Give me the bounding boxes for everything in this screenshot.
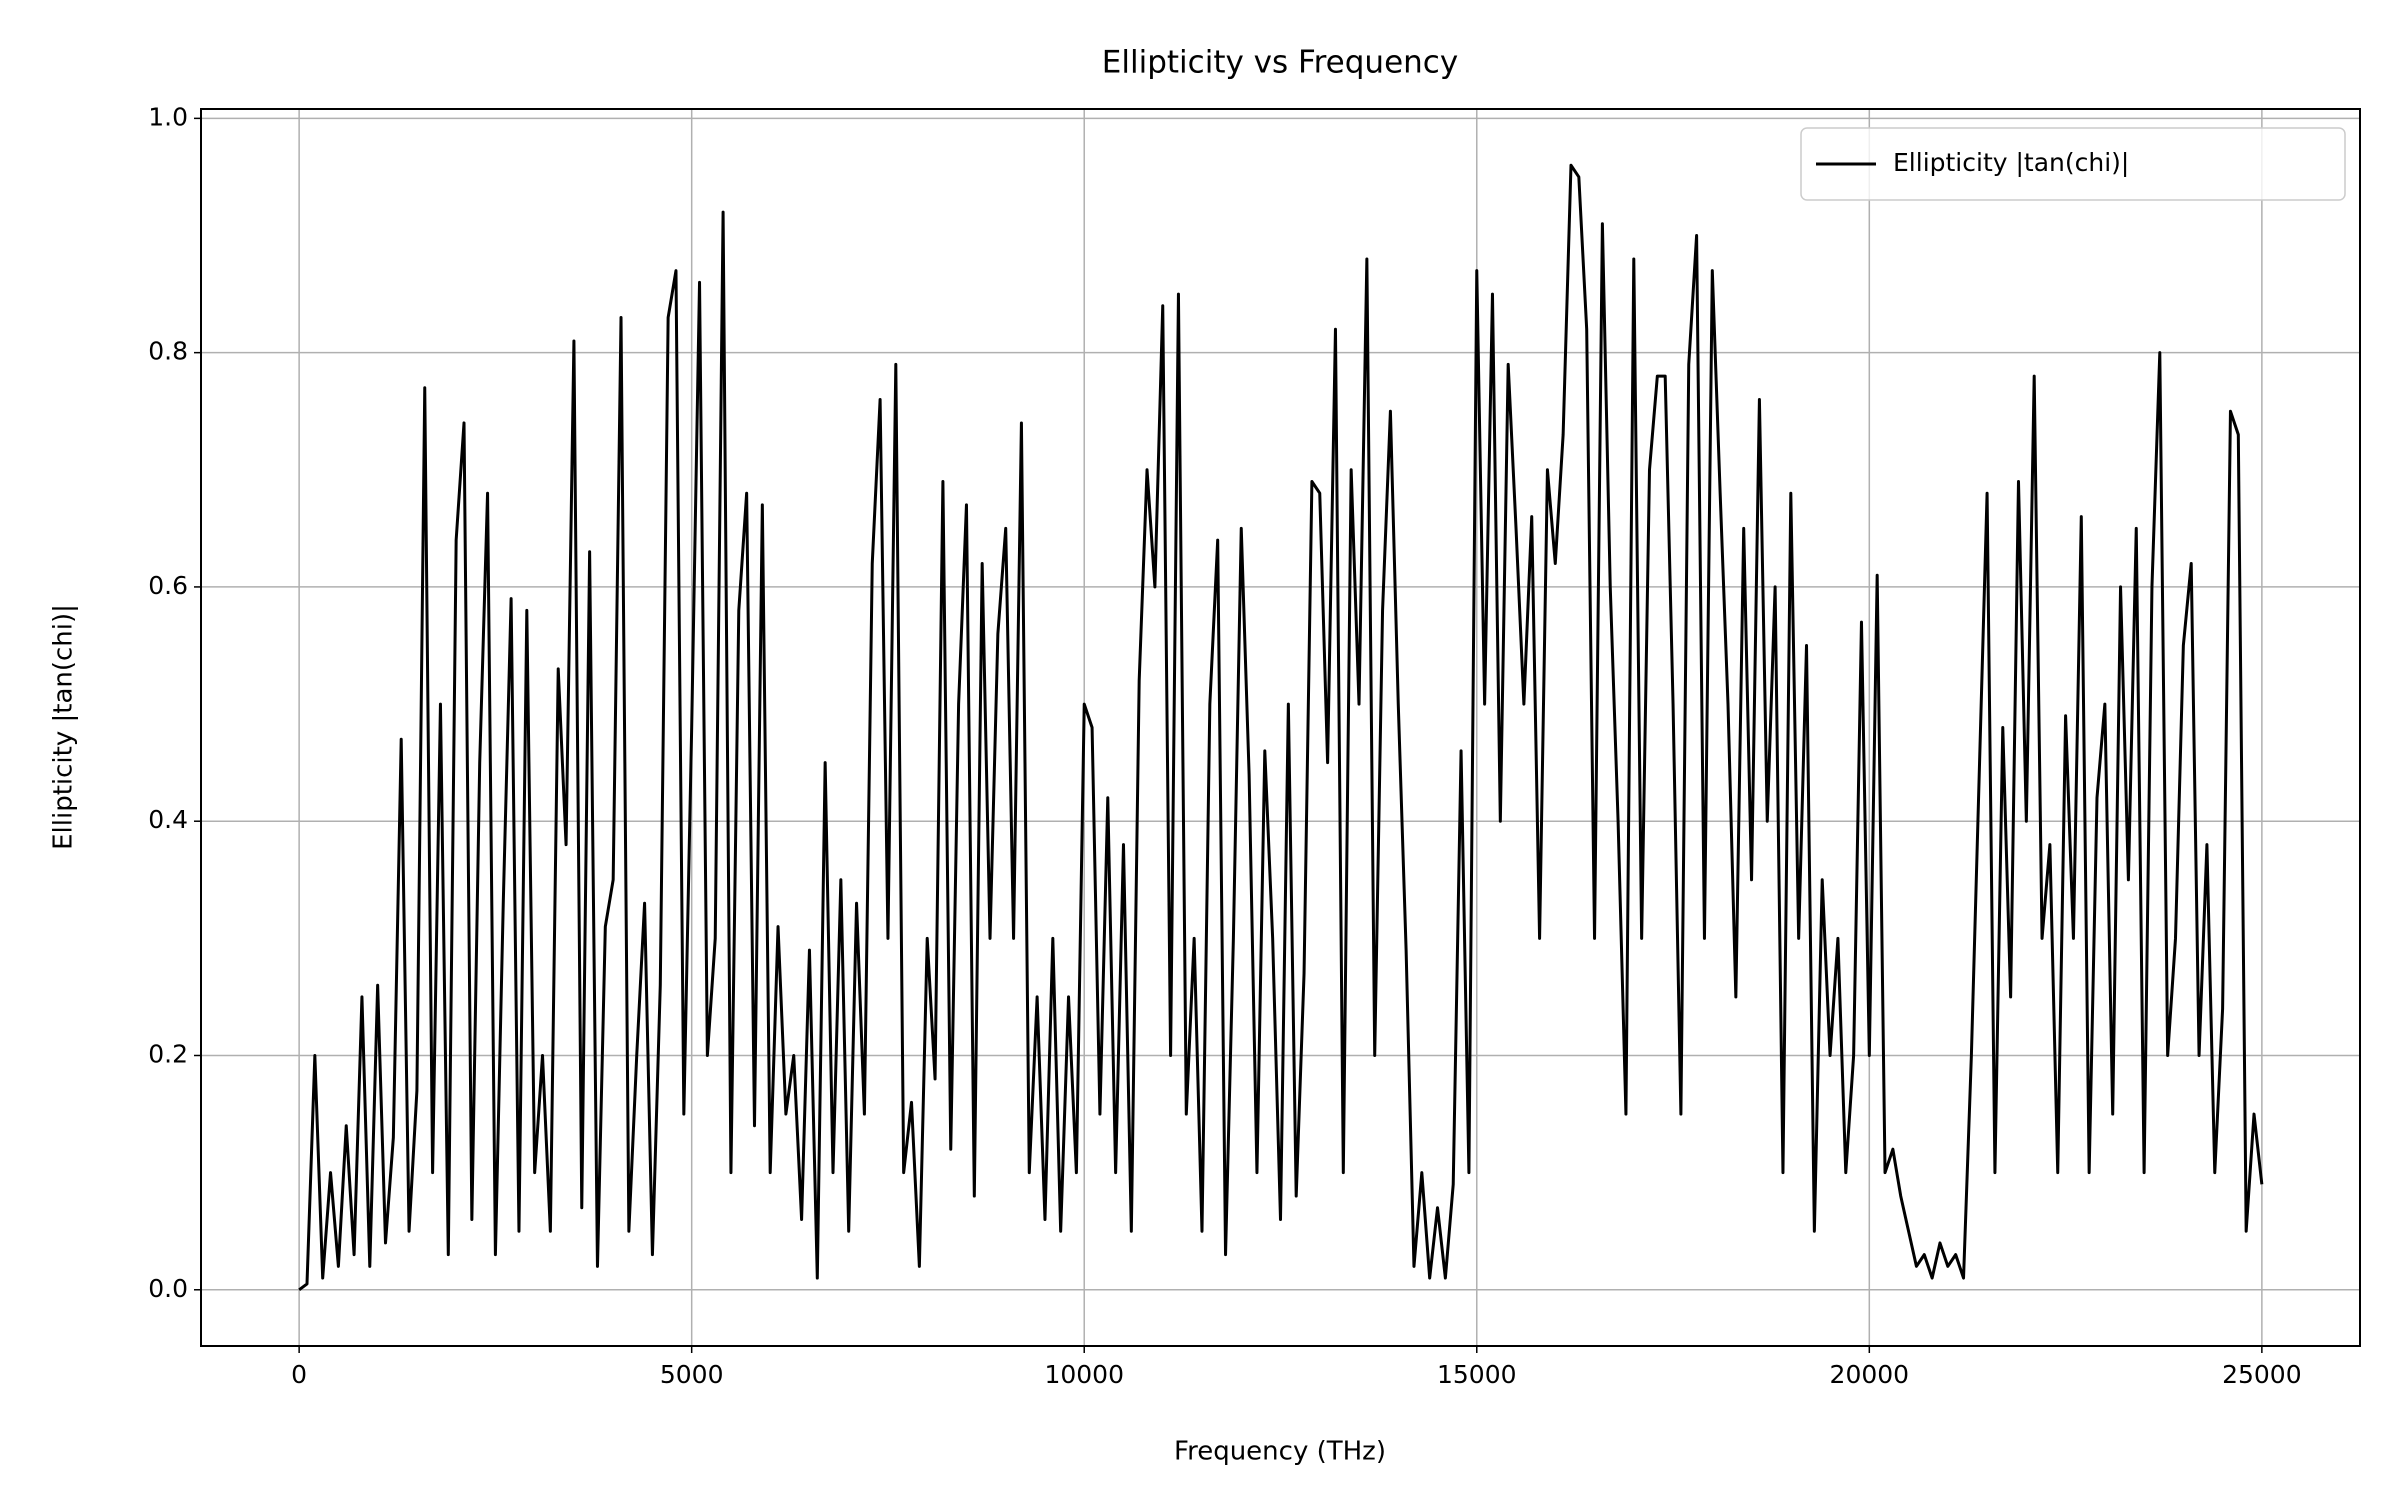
y-axis-label: Ellipticity |tan(chi)| (49, 604, 79, 850)
y-tick-label: 0.8 (148, 337, 188, 366)
x-tick-label: 5000 (660, 1360, 724, 1389)
y-tick-label: 0.0 (148, 1274, 188, 1303)
y-tick-label: 0.6 (148, 571, 188, 600)
chart-title: Ellipticity vs Frequency (1102, 45, 1458, 81)
x-tick-label: 20000 (1830, 1360, 1910, 1389)
axes-frame (200, 108, 2361, 1347)
x-tick-label: 0 (291, 1360, 307, 1389)
y-tick-label: 1.0 (148, 102, 188, 131)
data-line (298, 163, 2264, 1291)
x-tick-label: 25000 (2222, 1360, 2302, 1389)
x-tick-label: 15000 (1437, 1360, 1517, 1389)
legend-label: Ellipticity |tan(chi)| (1893, 148, 2129, 177)
legend-box (1800, 127, 2346, 201)
x-tick-label: 10000 (1044, 1360, 1124, 1389)
x-axis-label: Frequency (THz) (1174, 1437, 1386, 1467)
y-tick-label: 0.2 (148, 1039, 188, 1068)
y-tick-label: 0.4 (148, 805, 188, 834)
